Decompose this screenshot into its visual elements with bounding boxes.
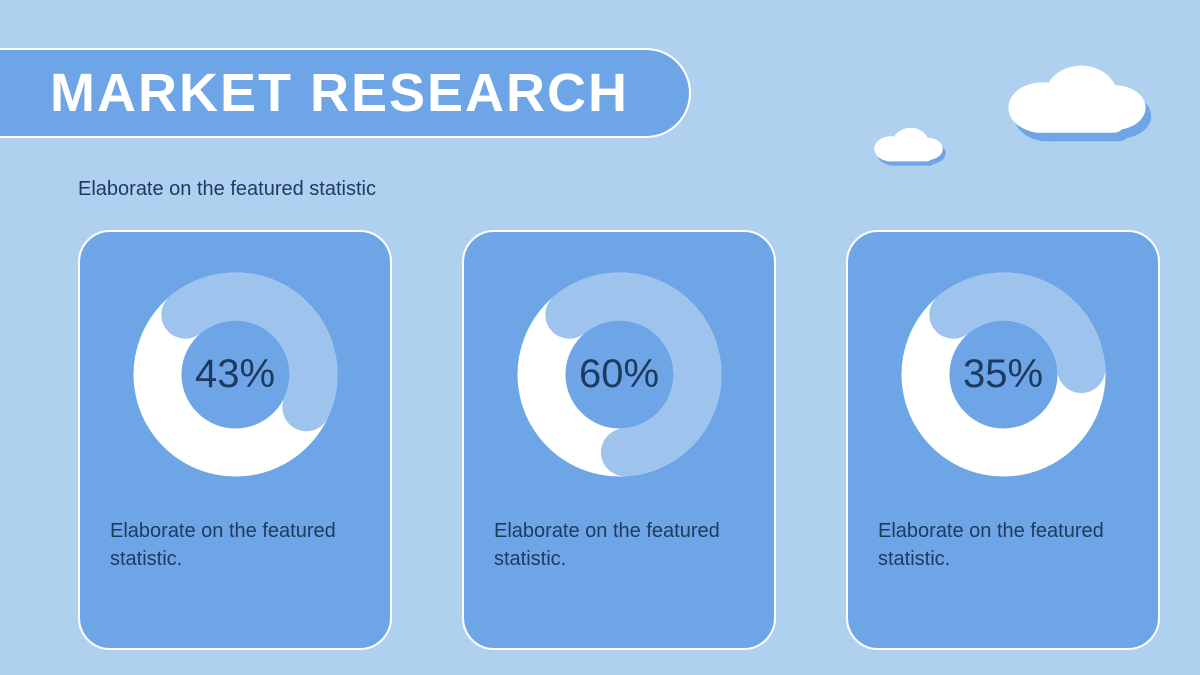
donut-value: 35% [896, 267, 1111, 482]
stat-card: 35% Elaborate on the featured statistic. [846, 230, 1160, 650]
subtitle: Elaborate on the featured statistic [78, 178, 376, 201]
card-caption: Elaborate on the featured statistic. [878, 517, 1128, 573]
title-bar: MARKET RESEARCH [0, 48, 691, 138]
donut-chart: 60% [512, 267, 727, 482]
donut-value: 60% [512, 267, 727, 482]
card-caption: Elaborate on the featured statistic. [494, 517, 744, 573]
donut-value: 43% [128, 267, 343, 482]
cloud-icon [870, 125, 947, 172]
donut-chart: 43% [128, 267, 343, 482]
cloud-icon [1000, 60, 1154, 149]
cards-row: 43% Elaborate on the featured statistic.… [78, 230, 1160, 650]
page-title: MARKET RESEARCH [50, 62, 629, 124]
card-caption: Elaborate on the featured statistic. [110, 517, 360, 573]
donut-chart: 35% [896, 267, 1111, 482]
stat-card: 43% Elaborate on the featured statistic. [78, 230, 392, 650]
stat-card: 60% Elaborate on the featured statistic. [462, 230, 776, 650]
